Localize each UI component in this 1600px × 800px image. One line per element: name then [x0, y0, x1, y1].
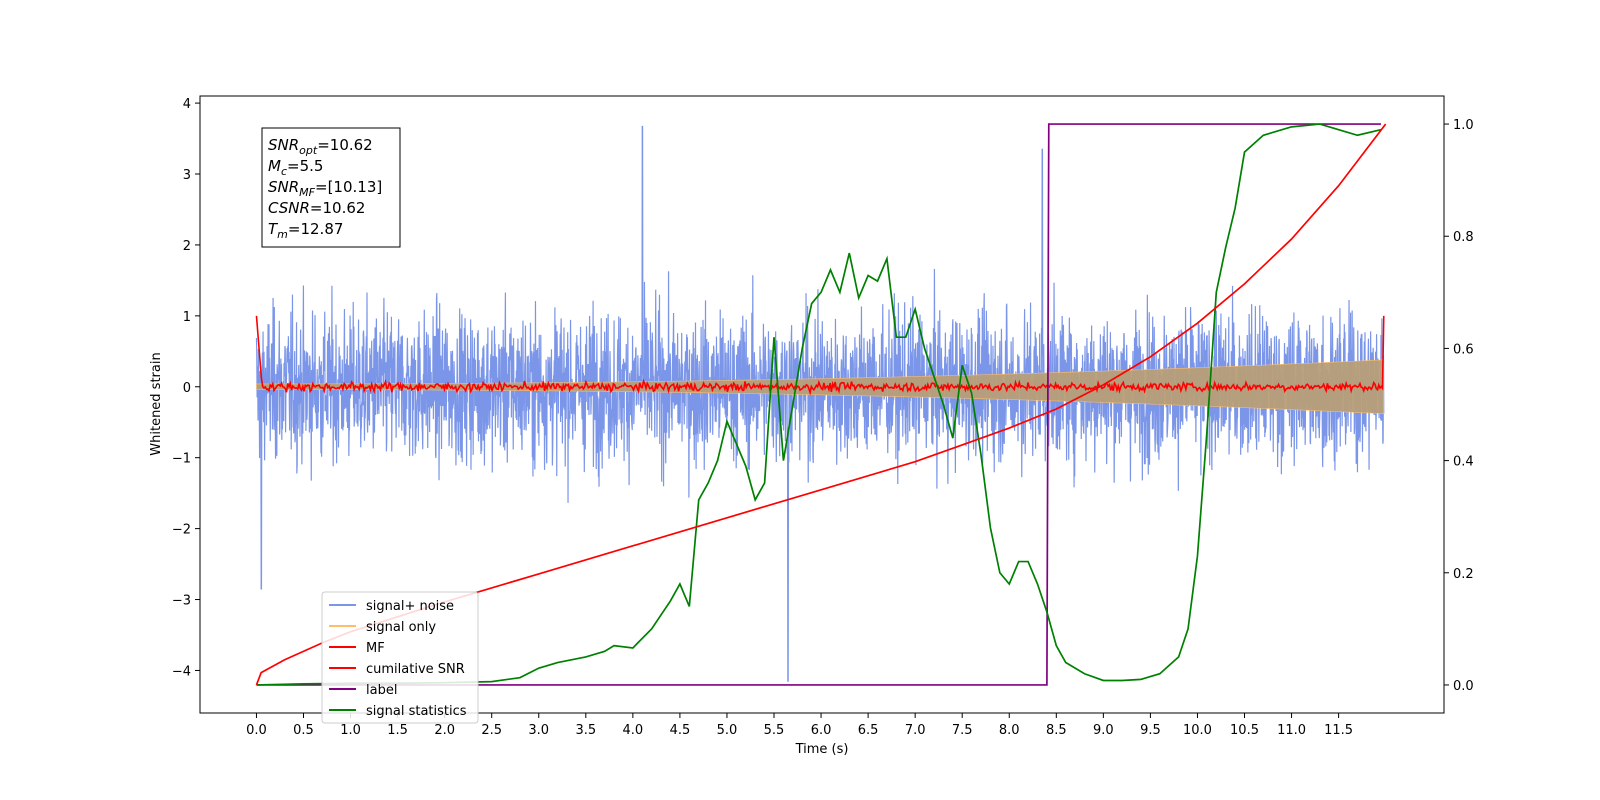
x-tick-label: 9.5: [1140, 723, 1161, 738]
y-tick-label: 1: [183, 310, 191, 325]
info-line: Mc=5.5: [268, 157, 323, 178]
legend-entry: signal+ noise: [366, 599, 454, 614]
x-tick-label: 5.5: [764, 723, 785, 738]
info-line: SNRMF=[10.13]: [268, 178, 382, 199]
info-symbol: CSNR: [268, 199, 310, 217]
series-label: [256, 123, 1381, 686]
x-tick-label: 1.5: [387, 723, 408, 738]
y-tick-label: 4: [183, 97, 191, 112]
info-line: CSNR=10.62: [268, 199, 365, 217]
info-line: Tm=12.87: [268, 220, 343, 241]
y-tick-label: −4: [172, 664, 191, 679]
info-value: =12.87: [288, 220, 344, 238]
info-value: =10.62: [317, 136, 373, 154]
info-value: =[10.13]: [315, 178, 382, 196]
x-tick-label: 1.0: [340, 723, 361, 738]
info-subscript: MF: [299, 186, 315, 199]
x-tick-label: 10.0: [1183, 723, 1212, 738]
x-tick-label: 4.5: [670, 723, 691, 738]
info-symbol: T: [268, 220, 279, 238]
info-value: =5.5: [287, 157, 323, 175]
y2-tick-label: 1.0: [1453, 118, 1474, 133]
y-tick-label: 0: [183, 381, 191, 396]
info-line: SNRopt=10.62: [268, 136, 373, 157]
x-tick-label: 2.0: [434, 723, 455, 738]
x-tick-label: 0.0: [246, 723, 267, 738]
y-tick-label: 2: [183, 239, 191, 254]
x-tick-label: 6.5: [858, 723, 879, 738]
x-tick-label: 3.5: [575, 723, 596, 738]
legend-frame: [321, 591, 479, 724]
info-subscript: m: [277, 228, 288, 241]
info-subscript: opt: [299, 144, 318, 157]
y2-tick-label: 0.4: [1453, 455, 1474, 470]
info-symbol: M: [268, 157, 281, 175]
x-tick-label: 8.5: [1046, 723, 1067, 738]
legend-entry: cumilative SNR: [366, 662, 465, 677]
x-tick-label: 2.5: [481, 723, 502, 738]
info-symbol: SNR: [268, 136, 299, 154]
y-axis-label: Whitened strain: [149, 352, 164, 455]
x-tick-label: 5.0: [717, 723, 738, 738]
x-tick-label: 7.0: [905, 723, 926, 738]
x-tick-label: 11.5: [1324, 723, 1353, 738]
x-tick-label: 6.0: [811, 723, 832, 738]
info-box-frame: [261, 127, 401, 248]
y-tick-label: −3: [172, 594, 191, 609]
x-tick-label: 7.5: [952, 723, 973, 738]
legend-entry: signal only: [366, 620, 436, 635]
info-subscript: c: [281, 165, 287, 178]
y2-tick-label: 0.6: [1453, 342, 1474, 357]
y-tick-label: −2: [172, 523, 191, 538]
x-tick-label: 11.0: [1277, 723, 1306, 738]
x-tick-label: 4.0: [623, 723, 644, 738]
x-tick-label: 0.5: [293, 723, 314, 738]
y-tick-label: −1: [172, 452, 191, 467]
y-tick-label: 3: [183, 168, 191, 183]
x-tick-label: 3.0: [528, 723, 549, 738]
legend-entry: label: [366, 683, 397, 698]
info-value: =10.62: [310, 199, 366, 217]
info-box: SNRopt=10.62Mc=5.5SNRMF=[10.13]CSNR=10.6…: [261, 127, 401, 248]
series-signal-statistics: [256, 123, 1382, 686]
x-tick-label: 8.0: [999, 723, 1020, 738]
legend-entry: signal statistics: [366, 704, 467, 719]
x-tick-label: 9.0: [1093, 723, 1114, 738]
x-tick-label: 10.5: [1230, 723, 1259, 738]
legend-entry: MF: [366, 641, 385, 656]
series-mf: [255, 315, 1385, 396]
series-signal-noise: [255, 125, 1385, 682]
info-symbol: SNR: [268, 178, 299, 196]
legend: signal+ noise signal only MF cumilative SNR…: [321, 591, 479, 724]
y2-tick-label: 0.0: [1453, 679, 1474, 694]
plot-frame: [199, 95, 1445, 714]
x-axis-label: Time (s): [795, 742, 849, 757]
y2-tick-label: 0.2: [1453, 567, 1474, 582]
y2-tick-label: 0.8: [1453, 230, 1474, 245]
